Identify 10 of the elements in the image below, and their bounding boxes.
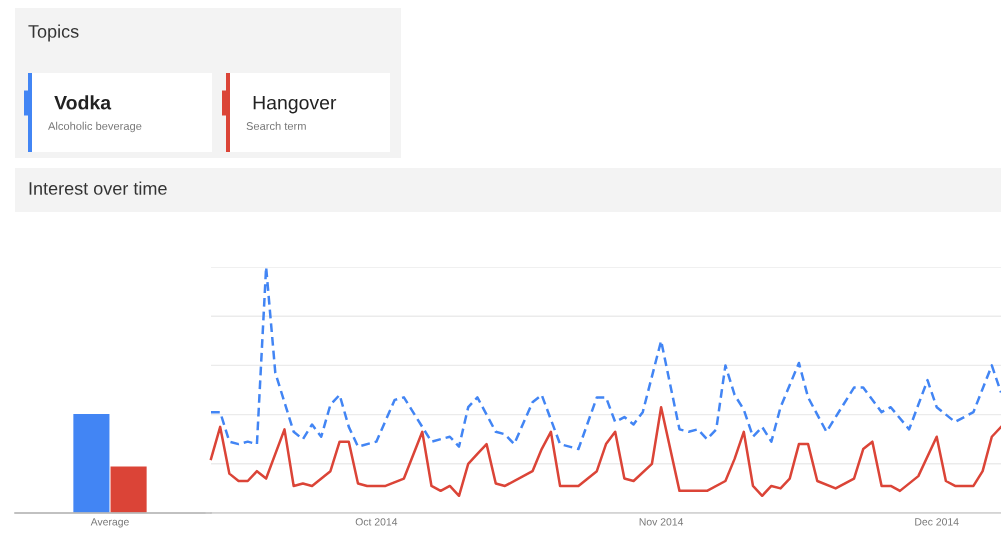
legend-title: Topics bbox=[28, 24, 79, 42]
legend-label: Hangover bbox=[253, 95, 337, 114]
text: Alcoholic beverage bbox=[48, 121, 142, 133]
x-tick-label: Oct 2014 bbox=[355, 518, 398, 526]
x-tick-label: Nov 2014 bbox=[639, 518, 684, 526]
x-tick-label: Dec 2014 bbox=[915, 518, 959, 526]
text: Search term bbox=[246, 121, 306, 130]
legend-label: Vodka bbox=[54, 95, 112, 110]
chart-title: Interest over time bbox=[29, 181, 167, 195]
x-tick-label: Average bbox=[90, 518, 129, 528]
